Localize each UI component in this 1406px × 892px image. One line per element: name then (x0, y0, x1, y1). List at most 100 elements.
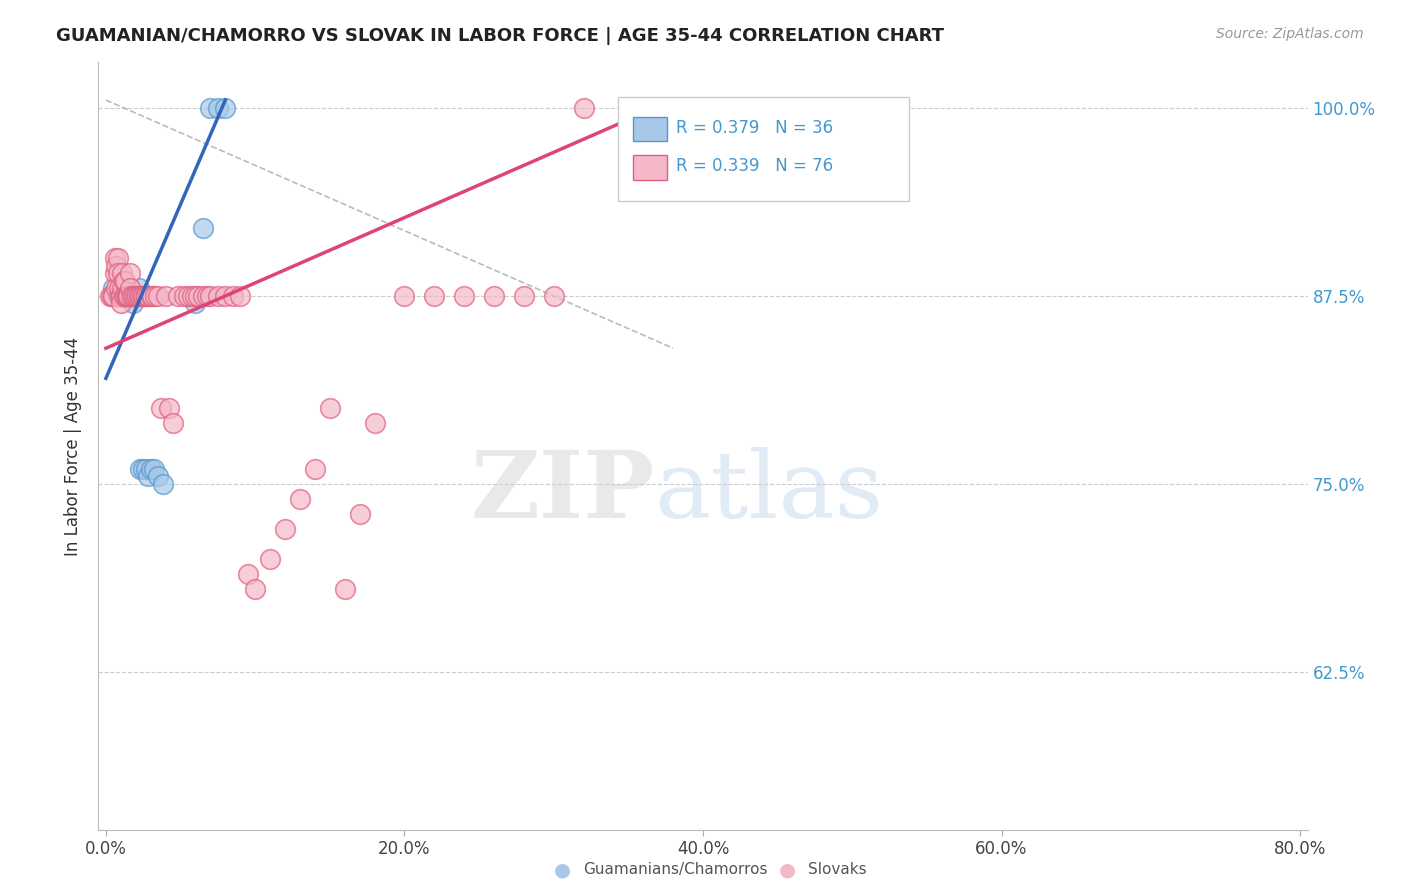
Point (105, 288, 128, 302)
Text: Slovaks: Slovaks (808, 863, 868, 877)
Point (191, 288, 214, 302)
Point (122, 288, 145, 302)
Point (105, 281, 128, 295)
Point (259, 551, 281, 566)
Point (155, 288, 177, 302)
Point (319, 401, 342, 416)
Point (143, 288, 166, 302)
Point (304, 461, 326, 475)
Point (127, 288, 149, 302)
Point (128, 288, 150, 302)
Point (111, 281, 134, 295)
Point (114, 288, 136, 302)
Text: atlas: atlas (655, 447, 884, 537)
Point (132, 461, 155, 475)
Point (184, 288, 207, 302)
Point (288, 491, 311, 506)
Point (184, 296, 207, 310)
Text: Guamanians/Chamorros: Guamanians/Chamorros (583, 863, 768, 877)
Point (197, 288, 219, 302)
Point (110, 288, 132, 302)
Point (117, 288, 139, 302)
Point (129, 288, 152, 302)
Point (108, 281, 131, 295)
Point (104, 251, 127, 265)
Point (423, 288, 446, 302)
Point (114, 288, 136, 302)
Point (110, 288, 132, 302)
Point (117, 288, 139, 302)
Point (191, 220, 214, 235)
Point (121, 288, 143, 302)
Point (118, 288, 141, 302)
Point (110, 287, 132, 301)
Point (112, 290, 135, 304)
Text: Source: ZipAtlas.com: Source: ZipAtlas.com (1216, 27, 1364, 41)
Point (482, 288, 505, 302)
Point (104, 266, 127, 280)
Point (107, 266, 129, 280)
Point (135, 288, 157, 302)
Point (98, 288, 121, 302)
Point (222, 288, 245, 302)
Point (142, 461, 165, 475)
Point (108, 288, 131, 302)
Point (132, 288, 155, 302)
Point (200, 288, 222, 302)
Point (181, 288, 204, 302)
Point (103, 288, 125, 302)
Y-axis label: In Labor Force | Age 35-44: In Labor Force | Age 35-44 (65, 336, 83, 556)
Point (236, 566, 259, 581)
Text: ZIP: ZIP (471, 447, 655, 537)
Point (200, 101, 222, 115)
Point (139, 288, 162, 302)
Point (146, 469, 169, 483)
Point (121, 296, 143, 310)
Point (166, 288, 188, 302)
Point (207, 101, 229, 115)
Point (453, 288, 475, 302)
Point (118, 266, 141, 280)
Point (117, 288, 139, 302)
Point (136, 288, 159, 302)
Point (131, 288, 153, 302)
Point (543, 288, 565, 302)
Point (112, 288, 135, 302)
Point (111, 288, 134, 302)
Point (115, 288, 138, 302)
Point (107, 288, 129, 302)
Point (115, 288, 138, 302)
Point (115, 288, 138, 302)
Point (122, 288, 145, 302)
Point (110, 296, 132, 310)
Point (229, 288, 252, 302)
Point (513, 288, 536, 302)
Point (110, 288, 132, 302)
Point (136, 469, 159, 483)
Point (120, 288, 142, 302)
Point (118, 281, 141, 295)
Point (128, 281, 150, 295)
Bar (633, 155, 666, 180)
Point (107, 251, 129, 265)
Point (103, 288, 125, 302)
Point (394, 288, 416, 302)
Bar (633, 117, 666, 142)
Point (103, 281, 125, 295)
FancyBboxPatch shape (619, 97, 908, 201)
Point (105, 259, 128, 273)
Point (125, 288, 148, 302)
Point (101, 288, 124, 302)
Point (162, 417, 184, 431)
Text: R = 0.339   N = 76: R = 0.339 N = 76 (676, 157, 834, 175)
Point (129, 461, 152, 475)
Text: R = 0.379   N = 36: R = 0.379 N = 36 (676, 119, 834, 136)
Point (187, 288, 209, 302)
Point (146, 288, 169, 302)
Point (115, 288, 138, 302)
Point (141, 288, 163, 302)
Point (349, 507, 371, 521)
Point (207, 288, 229, 302)
Point (111, 266, 134, 280)
Point (363, 417, 385, 431)
